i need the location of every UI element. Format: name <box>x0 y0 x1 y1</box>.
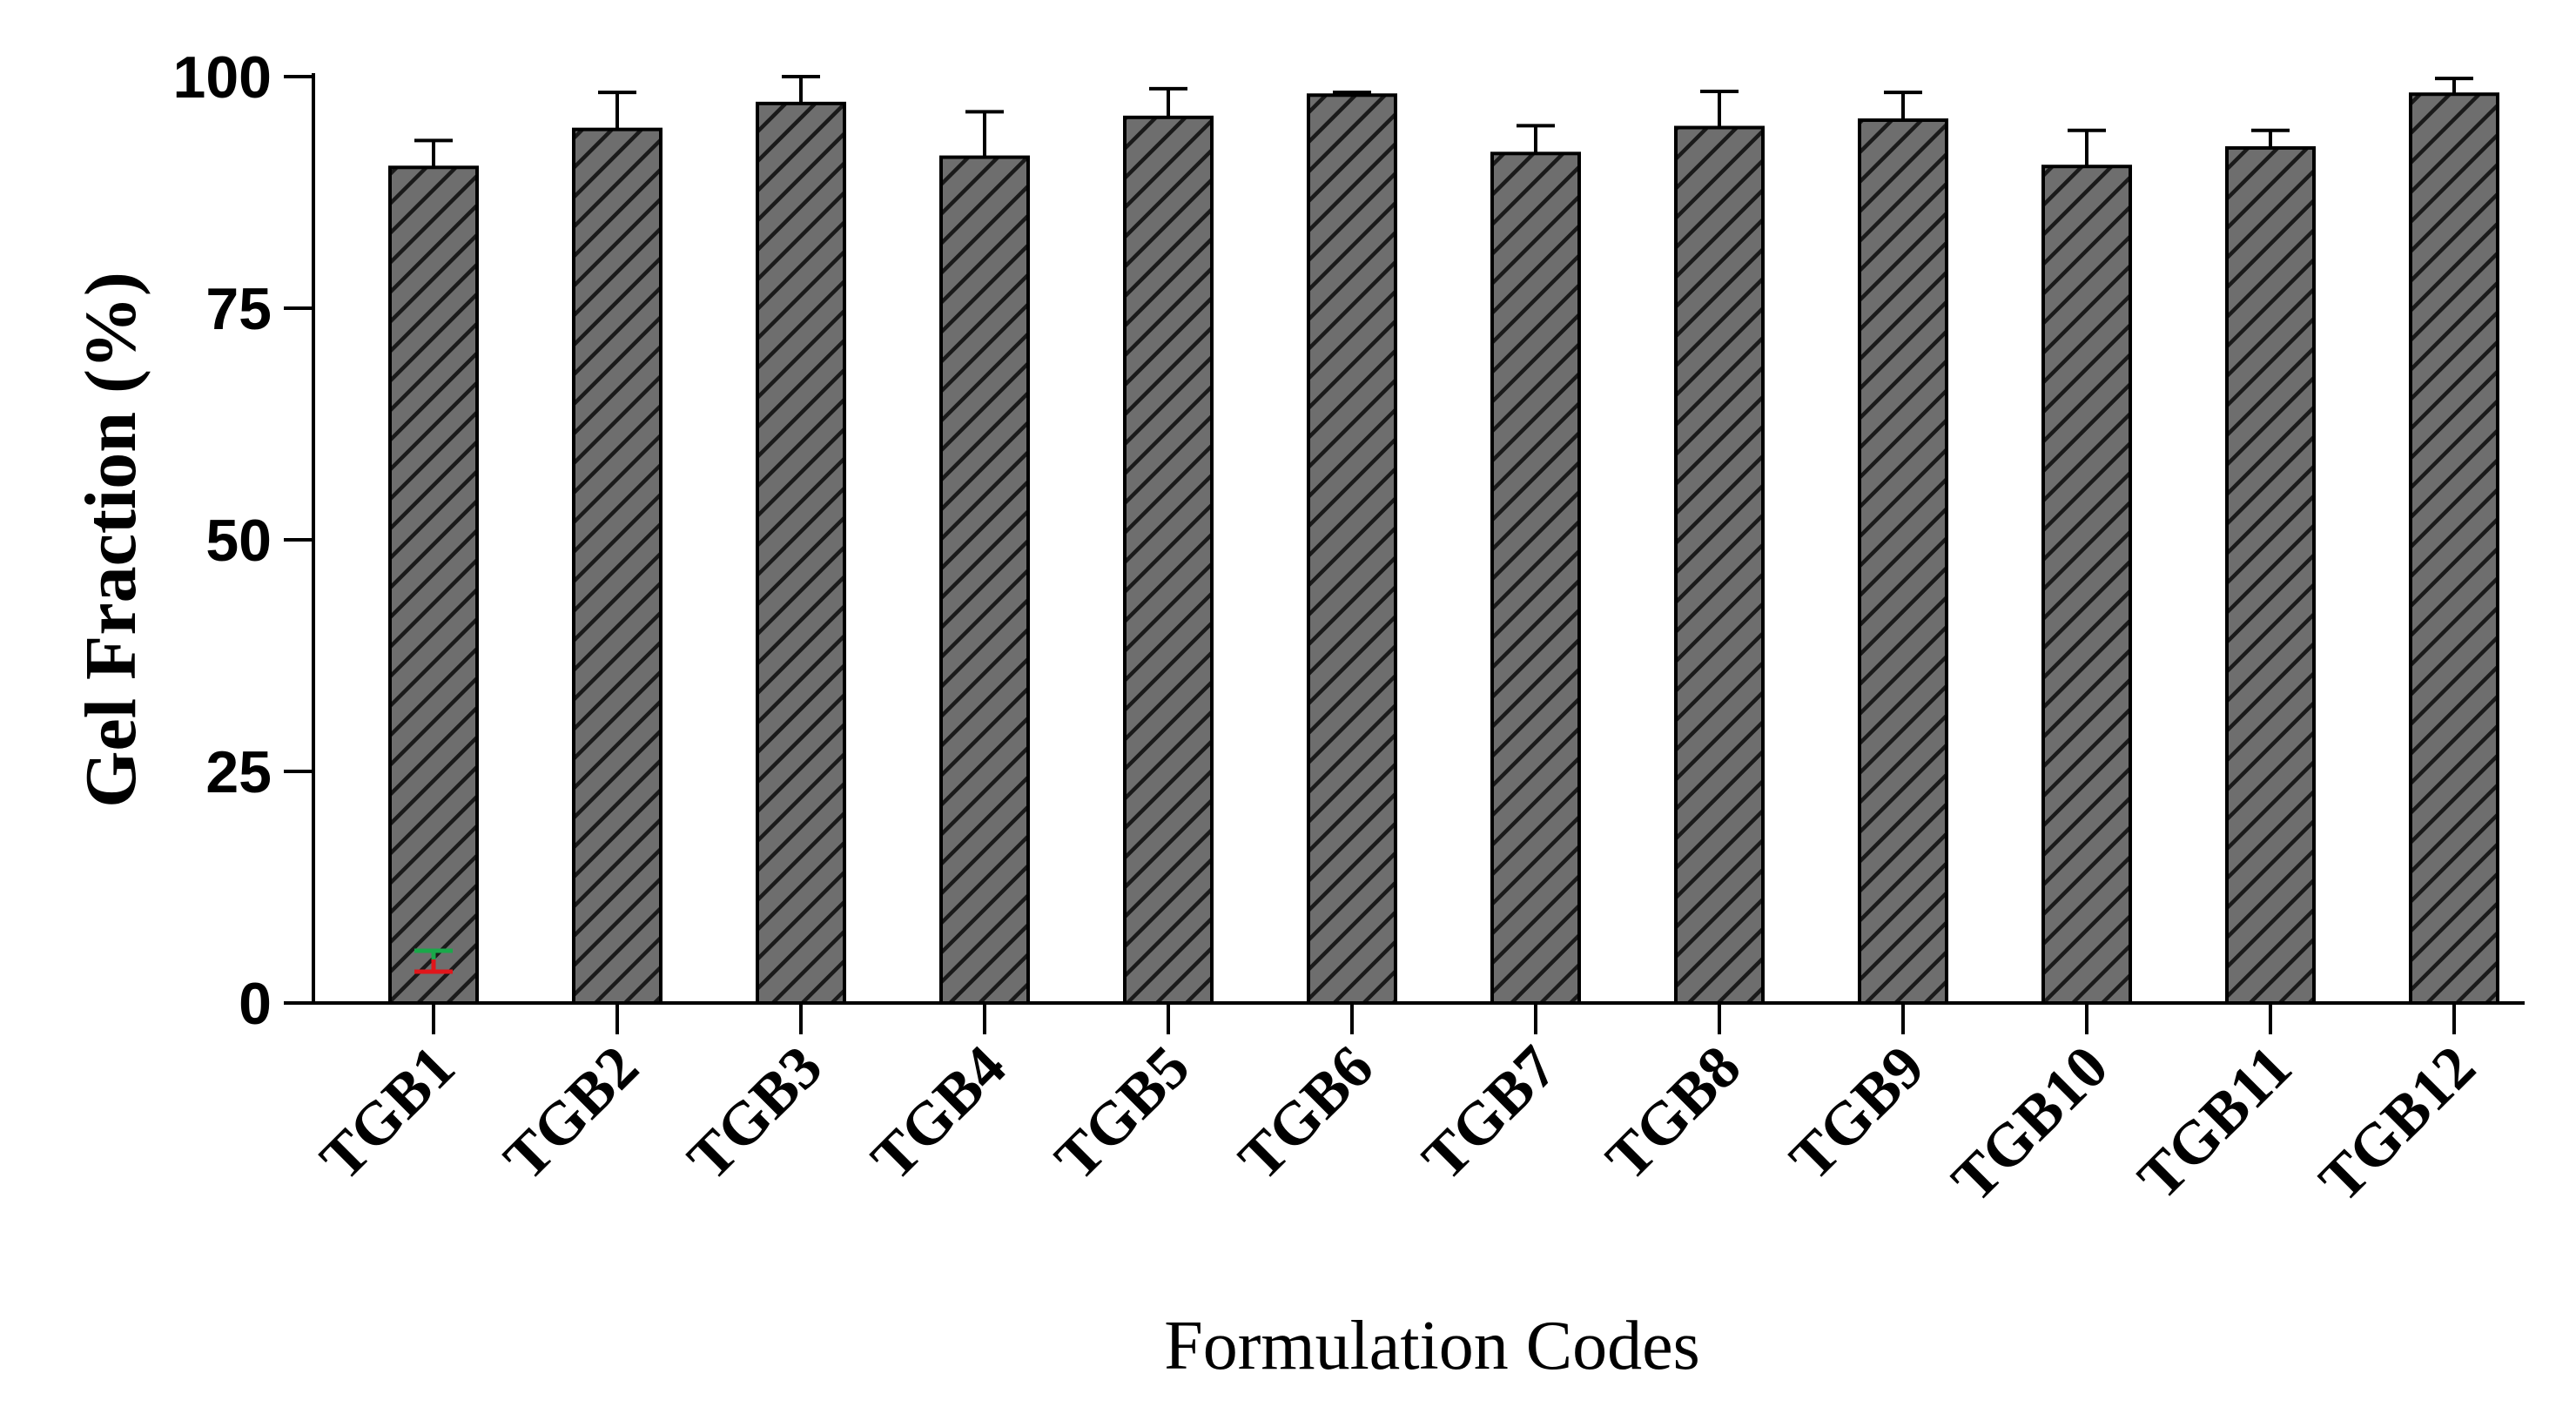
bar-tgb3 <box>756 101 846 1006</box>
bars-group <box>388 92 2499 1006</box>
x-tick-label-tgb4: TGB4 <box>859 1033 1019 1194</box>
x-tick-label-tgb1: TGB1 <box>308 1033 468 1194</box>
y-tick-label-0: 0 <box>239 971 272 1037</box>
y-tick-label-25: 25 <box>205 739 272 805</box>
x-tick-label-tgb6: TGB6 <box>1227 1033 1387 1194</box>
bar-tgb4 <box>939 155 1030 1005</box>
x-tick-label-tgb10: TGB10 <box>1940 1033 2121 1215</box>
x-tick-label-tgb9: TGB9 <box>1778 1033 1938 1194</box>
y-ticks-group: 0 25 50 75 100 <box>173 44 272 1037</box>
bar-tgb6 <box>1307 93 1397 1005</box>
bar-tgb5 <box>1123 115 1214 1006</box>
x-tick-label-tgb12: TGB12 <box>2307 1033 2488 1215</box>
bar-tgb2 <box>572 127 662 1005</box>
bar-tgb1 <box>388 165 479 1006</box>
x-tick-label-tgb7: TGB7 <box>1410 1033 1570 1194</box>
x-tick-label-tgb2: TGB2 <box>492 1033 652 1194</box>
bar-tgb10 <box>2041 165 2132 1005</box>
x-tick-label-tgb5: TGB5 <box>1043 1033 1203 1194</box>
bar-tgb9 <box>1858 118 1948 1005</box>
error-bars-group <box>414 75 2473 168</box>
bar-tgb12 <box>2409 92 2499 1006</box>
x-tick-label-tgb3: TGB3 <box>676 1033 836 1194</box>
x-tick-label-tgb11: TGB11 <box>2126 1033 2305 1213</box>
axes-group <box>284 73 2525 1034</box>
x-axis-title: Formulation Codes <box>1164 1308 1700 1384</box>
bar-tgb7 <box>1490 151 1581 1005</box>
y-tick-label-100: 100 <box>173 44 272 111</box>
bar-tgb8 <box>1674 125 1765 1005</box>
markers-group <box>414 948 453 974</box>
x-tick-label-tgb8: TGB8 <box>1594 1033 1754 1194</box>
x-ticks-group: TGB1 TGB2 TGB3 TGB4 TGB5 TGB6 TGB7 TGB8 TGB9 TGB1… <box>308 1033 2489 1215</box>
y-tick-label-50: 50 <box>205 508 272 574</box>
y-axis-title: Gel Fraction (%) <box>71 272 151 808</box>
y-tick-label-75: 75 <box>205 276 272 342</box>
bar-tgb11 <box>2225 145 2316 1006</box>
